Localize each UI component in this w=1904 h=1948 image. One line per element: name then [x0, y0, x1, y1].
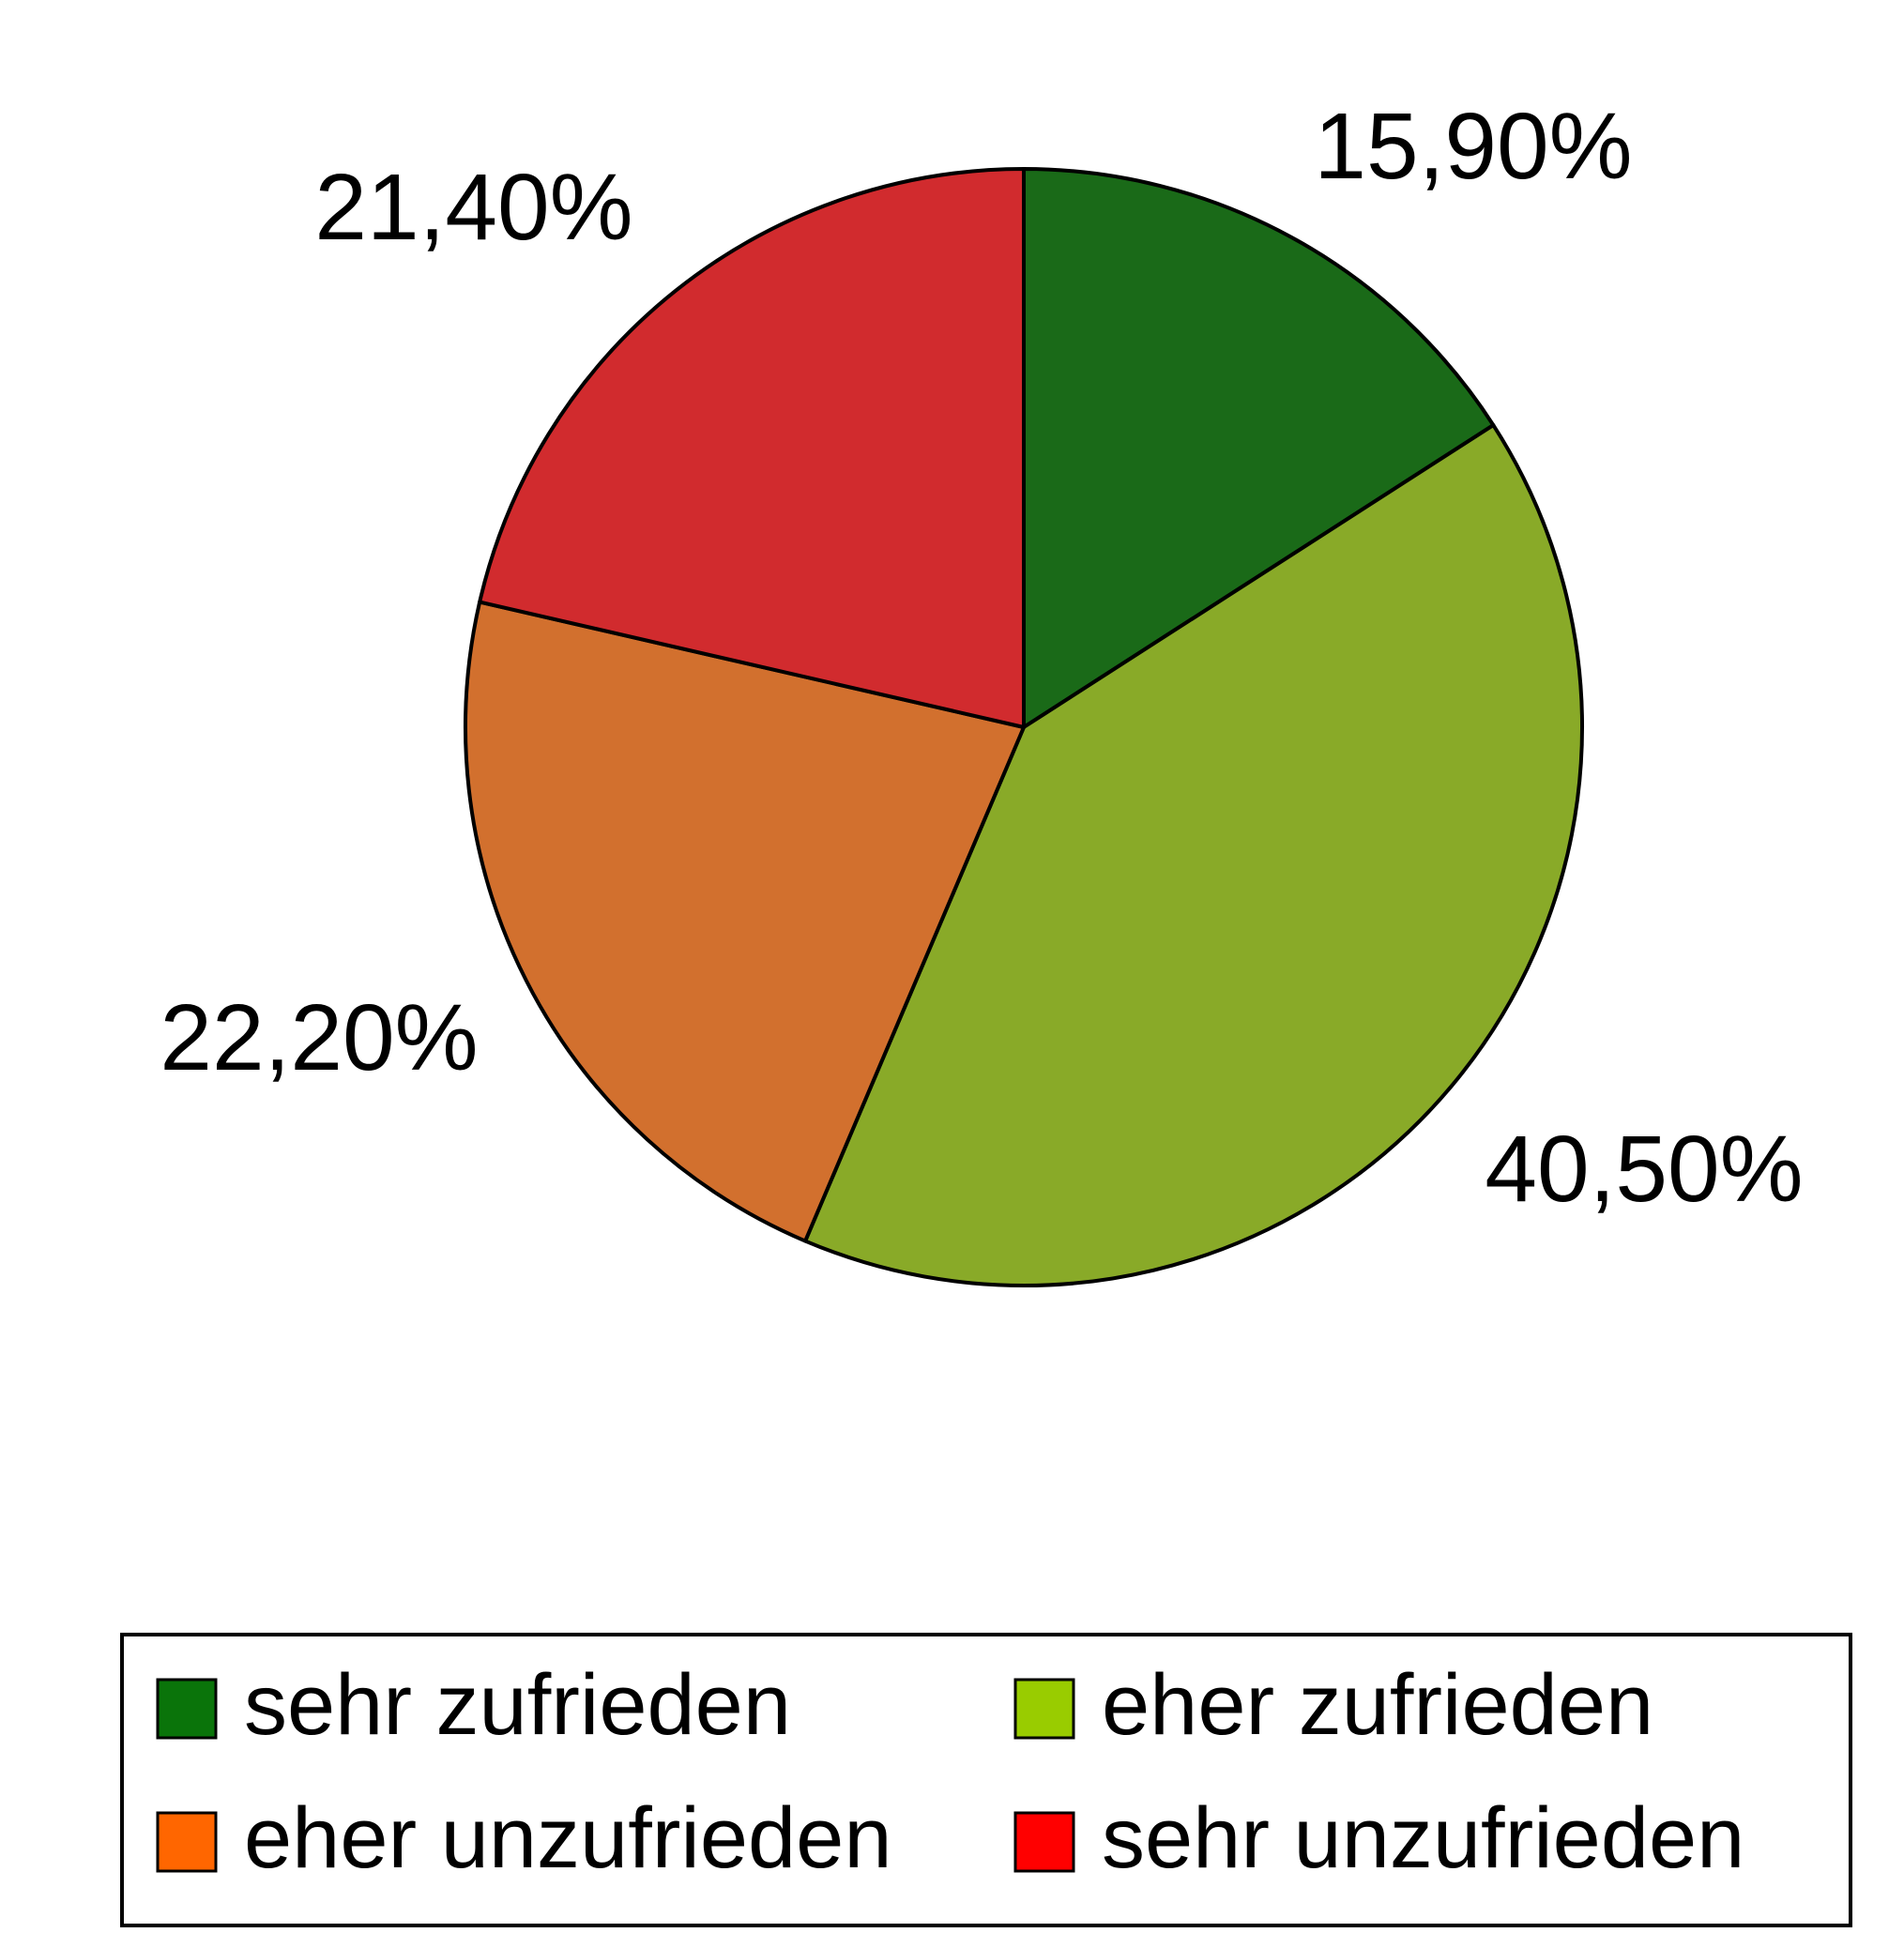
data-label-sehr-zufrieden: 15,90% [1314, 94, 1632, 199]
legend-swatch [1013, 1678, 1075, 1740]
pie-slice-sehr-zufrieden [1022, 167, 1496, 729]
legend-swatch [156, 1678, 218, 1740]
legend-item-sehr-unzufrieden: sehr unzufrieden [1013, 1790, 1744, 1886]
legend-label: sehr zufrieden [244, 1657, 791, 1753]
legend-label: sehr unzufrieden [1102, 1790, 1744, 1886]
pie-slice-eher-unzufrieden [464, 600, 1026, 1243]
data-label-eher-unzufrieden: 22,20% [160, 985, 478, 1090]
pie-labels: 15,90% 40,50% 22,20% 21,40% [160, 94, 1803, 1222]
pie-slices [464, 167, 1584, 1287]
legend-item-eher-zufrieden: eher zufrieden [1013, 1657, 1653, 1753]
legend-item-sehr-zufrieden: sehr zufrieden [156, 1657, 791, 1753]
legend-item-eher-unzufrieden: eher unzufrieden [156, 1790, 892, 1886]
legend-items: sehr zufrieden eher zufrieden eher unzufri… [156, 1657, 1744, 1886]
pie-slice-sehr-unzufrieden [478, 167, 1026, 729]
data-label-eher-zufrieden: 40,50% [1485, 1117, 1803, 1222]
data-label-sehr-unzufrieden: 21,40% [314, 155, 632, 260]
legend-swatch [1013, 1811, 1075, 1873]
legend: sehr zufrieden eher zufrieden eher unzufri… [120, 1633, 1852, 1927]
pie-slice-eher-zufrieden [803, 423, 1584, 1287]
legend-swatch [156, 1811, 218, 1873]
legend-label: eher unzufrieden [244, 1790, 892, 1886]
legend-box [120, 1633, 1852, 1927]
legend-label: eher zufrieden [1102, 1657, 1653, 1753]
